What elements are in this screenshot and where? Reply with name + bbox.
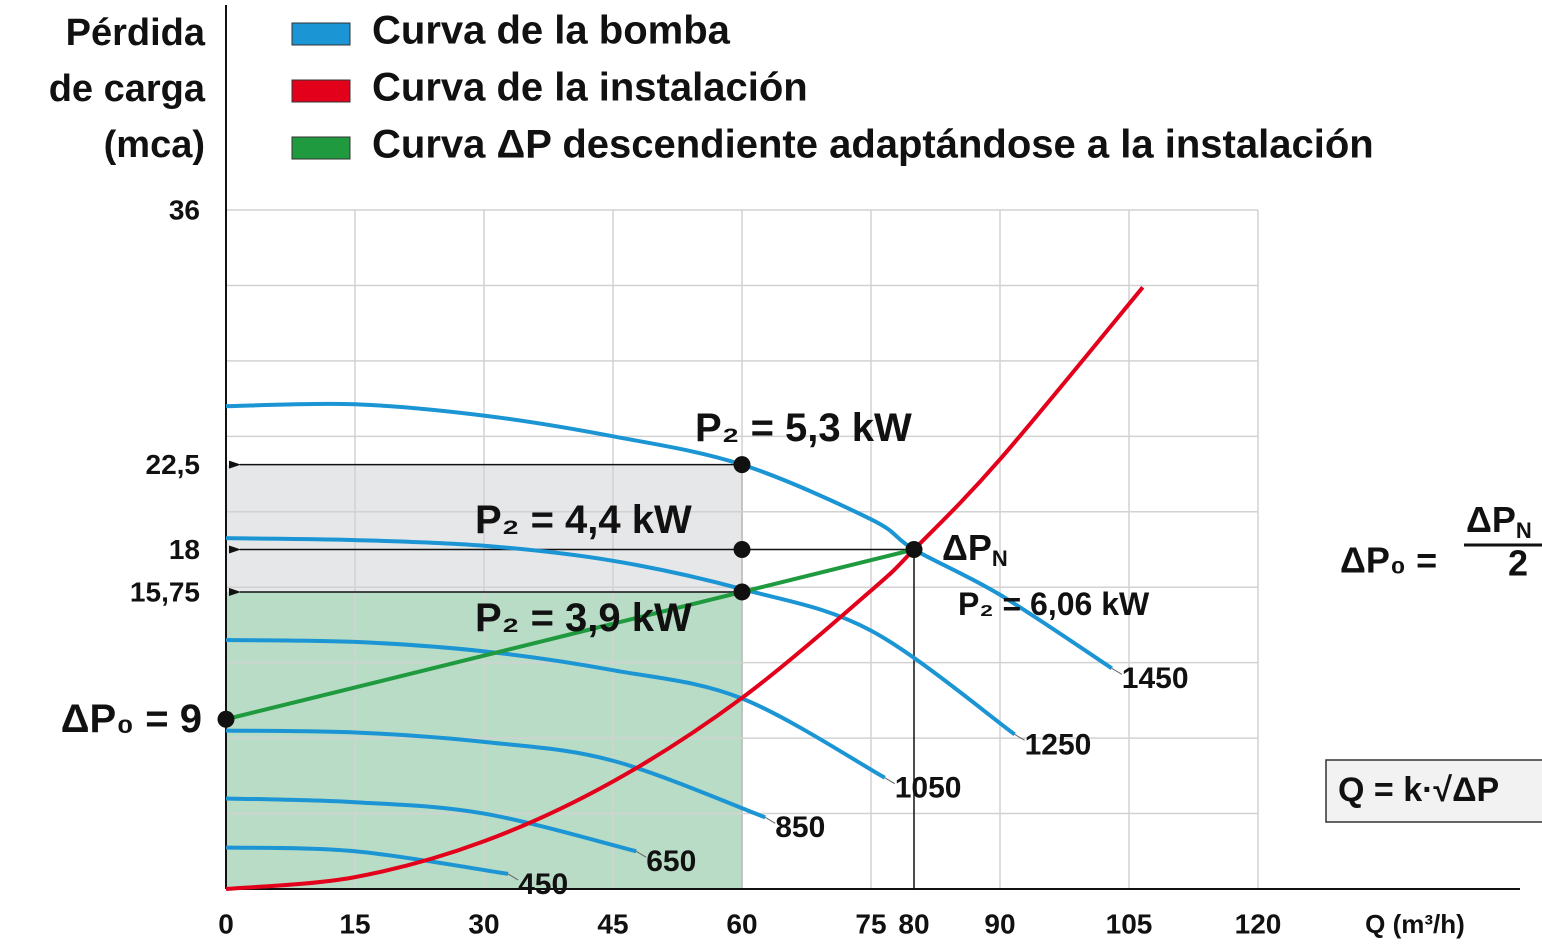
point: [733, 583, 751, 601]
series-line: [225, 845, 509, 876]
curve-label: 850: [775, 811, 825, 844]
curve-label-leader: [1014, 733, 1025, 741]
x-tick-label: 90: [984, 908, 1015, 939]
y-tick-label: 18: [169, 534, 200, 565]
legend-swatch: [291, 136, 351, 160]
x-tick-label: 75: [855, 908, 886, 939]
y-tick-label: 36: [169, 194, 200, 225]
boxed-formula: Q = k·√ΔP: [1338, 771, 1499, 809]
curve-label: 1050: [895, 772, 962, 805]
series-line: [225, 286, 1145, 891]
curve-label: 650: [646, 845, 696, 878]
curve-label-leader: [507, 873, 519, 881]
point: [733, 456, 751, 474]
curve-label: 1450: [1122, 662, 1189, 695]
x-tick-label: 60: [726, 908, 757, 939]
legend-label: Curva de la instalación: [372, 66, 808, 110]
annotation-text: ΔP: [942, 527, 992, 568]
y-axis-label: de carga: [49, 68, 206, 110]
formula-numerator-subscript: N: [1516, 518, 1532, 543]
series-line: [225, 638, 886, 780]
formula-box: [1325, 759, 1542, 823]
x-tick-label: 45: [597, 908, 628, 939]
x-tick-label: 120: [1235, 908, 1282, 939]
annotation-text: P₂ = 3,9 kW: [475, 596, 692, 640]
annotation-text: P₂ = 6,06 kW: [958, 586, 1150, 622]
point: [733, 541, 751, 558]
x-tick-label: 30: [468, 908, 499, 939]
annotation-text: P₂ = 5,3 kW: [695, 406, 912, 450]
curve-label-leader: [635, 850, 647, 858]
point: [217, 710, 235, 728]
series-line: [225, 401, 1113, 670]
legend-swatch: [291, 22, 351, 46]
series-line: [225, 796, 637, 854]
curve-label: 450: [518, 868, 568, 901]
formula-denominator: 2: [1508, 543, 1528, 584]
x-tick-label: 80: [898, 908, 929, 939]
annotation: P₂ = 5,3 kW: [695, 406, 912, 450]
annotation-text: P₂ = 4,4 kW: [475, 498, 692, 542]
curve-label-leader: [1111, 667, 1123, 675]
y-axis-label: (mca): [104, 124, 205, 166]
curve-label-leader: [884, 777, 896, 785]
formula-left: ΔP₀ =: [1340, 540, 1437, 581]
formula-numerator-text: ΔP: [1466, 499, 1516, 540]
x-tick-label: 105: [1106, 908, 1153, 939]
point: [905, 541, 923, 558]
annotation: P₂ = 6,06 kW: [958, 586, 1150, 622]
legend-swatch: [291, 79, 351, 103]
curve-label-leader: [764, 816, 776, 824]
y-tick-label: 15,75: [130, 576, 200, 607]
annotation: ΔPN: [942, 527, 1008, 571]
legend-label: Curva ΔP descendiente adaptándose a la i…: [372, 123, 1374, 167]
x-axis-label: Q (m³/h): [1365, 909, 1465, 939]
y-tick-label: 22,5: [146, 449, 201, 480]
x-tick-label: 15: [339, 908, 370, 939]
legend-label: Curva de la bomba: [372, 9, 731, 53]
curve-label: 1250: [1025, 728, 1092, 761]
x-tick-label: 0: [218, 908, 234, 939]
y-tick-label: ΔP₀ = 9: [61, 697, 202, 741]
formula-numerator: ΔPN: [1466, 499, 1532, 543]
annotation: P₂ = 4,4 kW: [475, 498, 692, 542]
annotation-subscript: N: [992, 546, 1008, 571]
series-line: [225, 536, 1016, 736]
annotation: P₂ = 3,9 kW: [475, 596, 692, 640]
series-line: [225, 728, 766, 820]
y-axis-label: Pérdida: [66, 12, 206, 54]
series-line: [225, 547, 915, 722]
